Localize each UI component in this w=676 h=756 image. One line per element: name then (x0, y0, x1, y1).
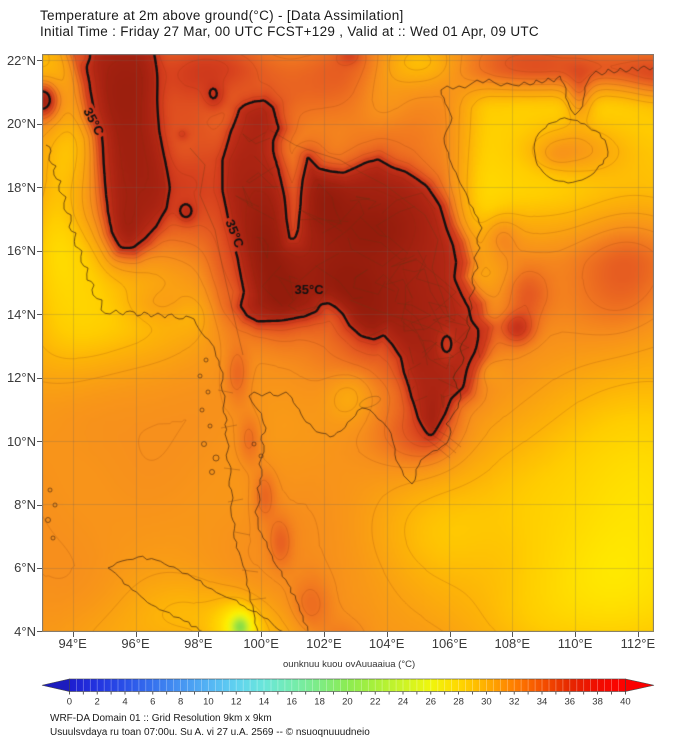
svg-text:34: 34 (537, 697, 548, 708)
svg-text:38: 38 (592, 697, 603, 708)
svg-text:12: 12 (231, 697, 242, 708)
svg-text:2: 2 (95, 697, 100, 708)
svg-text:16: 16 (287, 697, 298, 708)
svg-text:24: 24 (398, 697, 409, 708)
svg-text:18: 18 (314, 697, 325, 708)
svg-text:10: 10 (203, 697, 214, 708)
svg-text:22: 22 (370, 697, 381, 708)
svg-text:6: 6 (150, 697, 155, 708)
svg-text:32: 32 (509, 697, 520, 708)
svg-text:0: 0 (67, 697, 72, 708)
svg-text:4: 4 (122, 697, 127, 708)
svg-text:14: 14 (259, 697, 270, 708)
svg-text:28: 28 (453, 697, 464, 708)
svg-text:30: 30 (481, 697, 492, 708)
svg-text:8: 8 (178, 697, 183, 708)
svg-text:40: 40 (620, 697, 631, 708)
svg-text:26: 26 (426, 697, 437, 708)
svg-text:20: 20 (342, 697, 353, 708)
svg-text:36: 36 (565, 697, 576, 708)
